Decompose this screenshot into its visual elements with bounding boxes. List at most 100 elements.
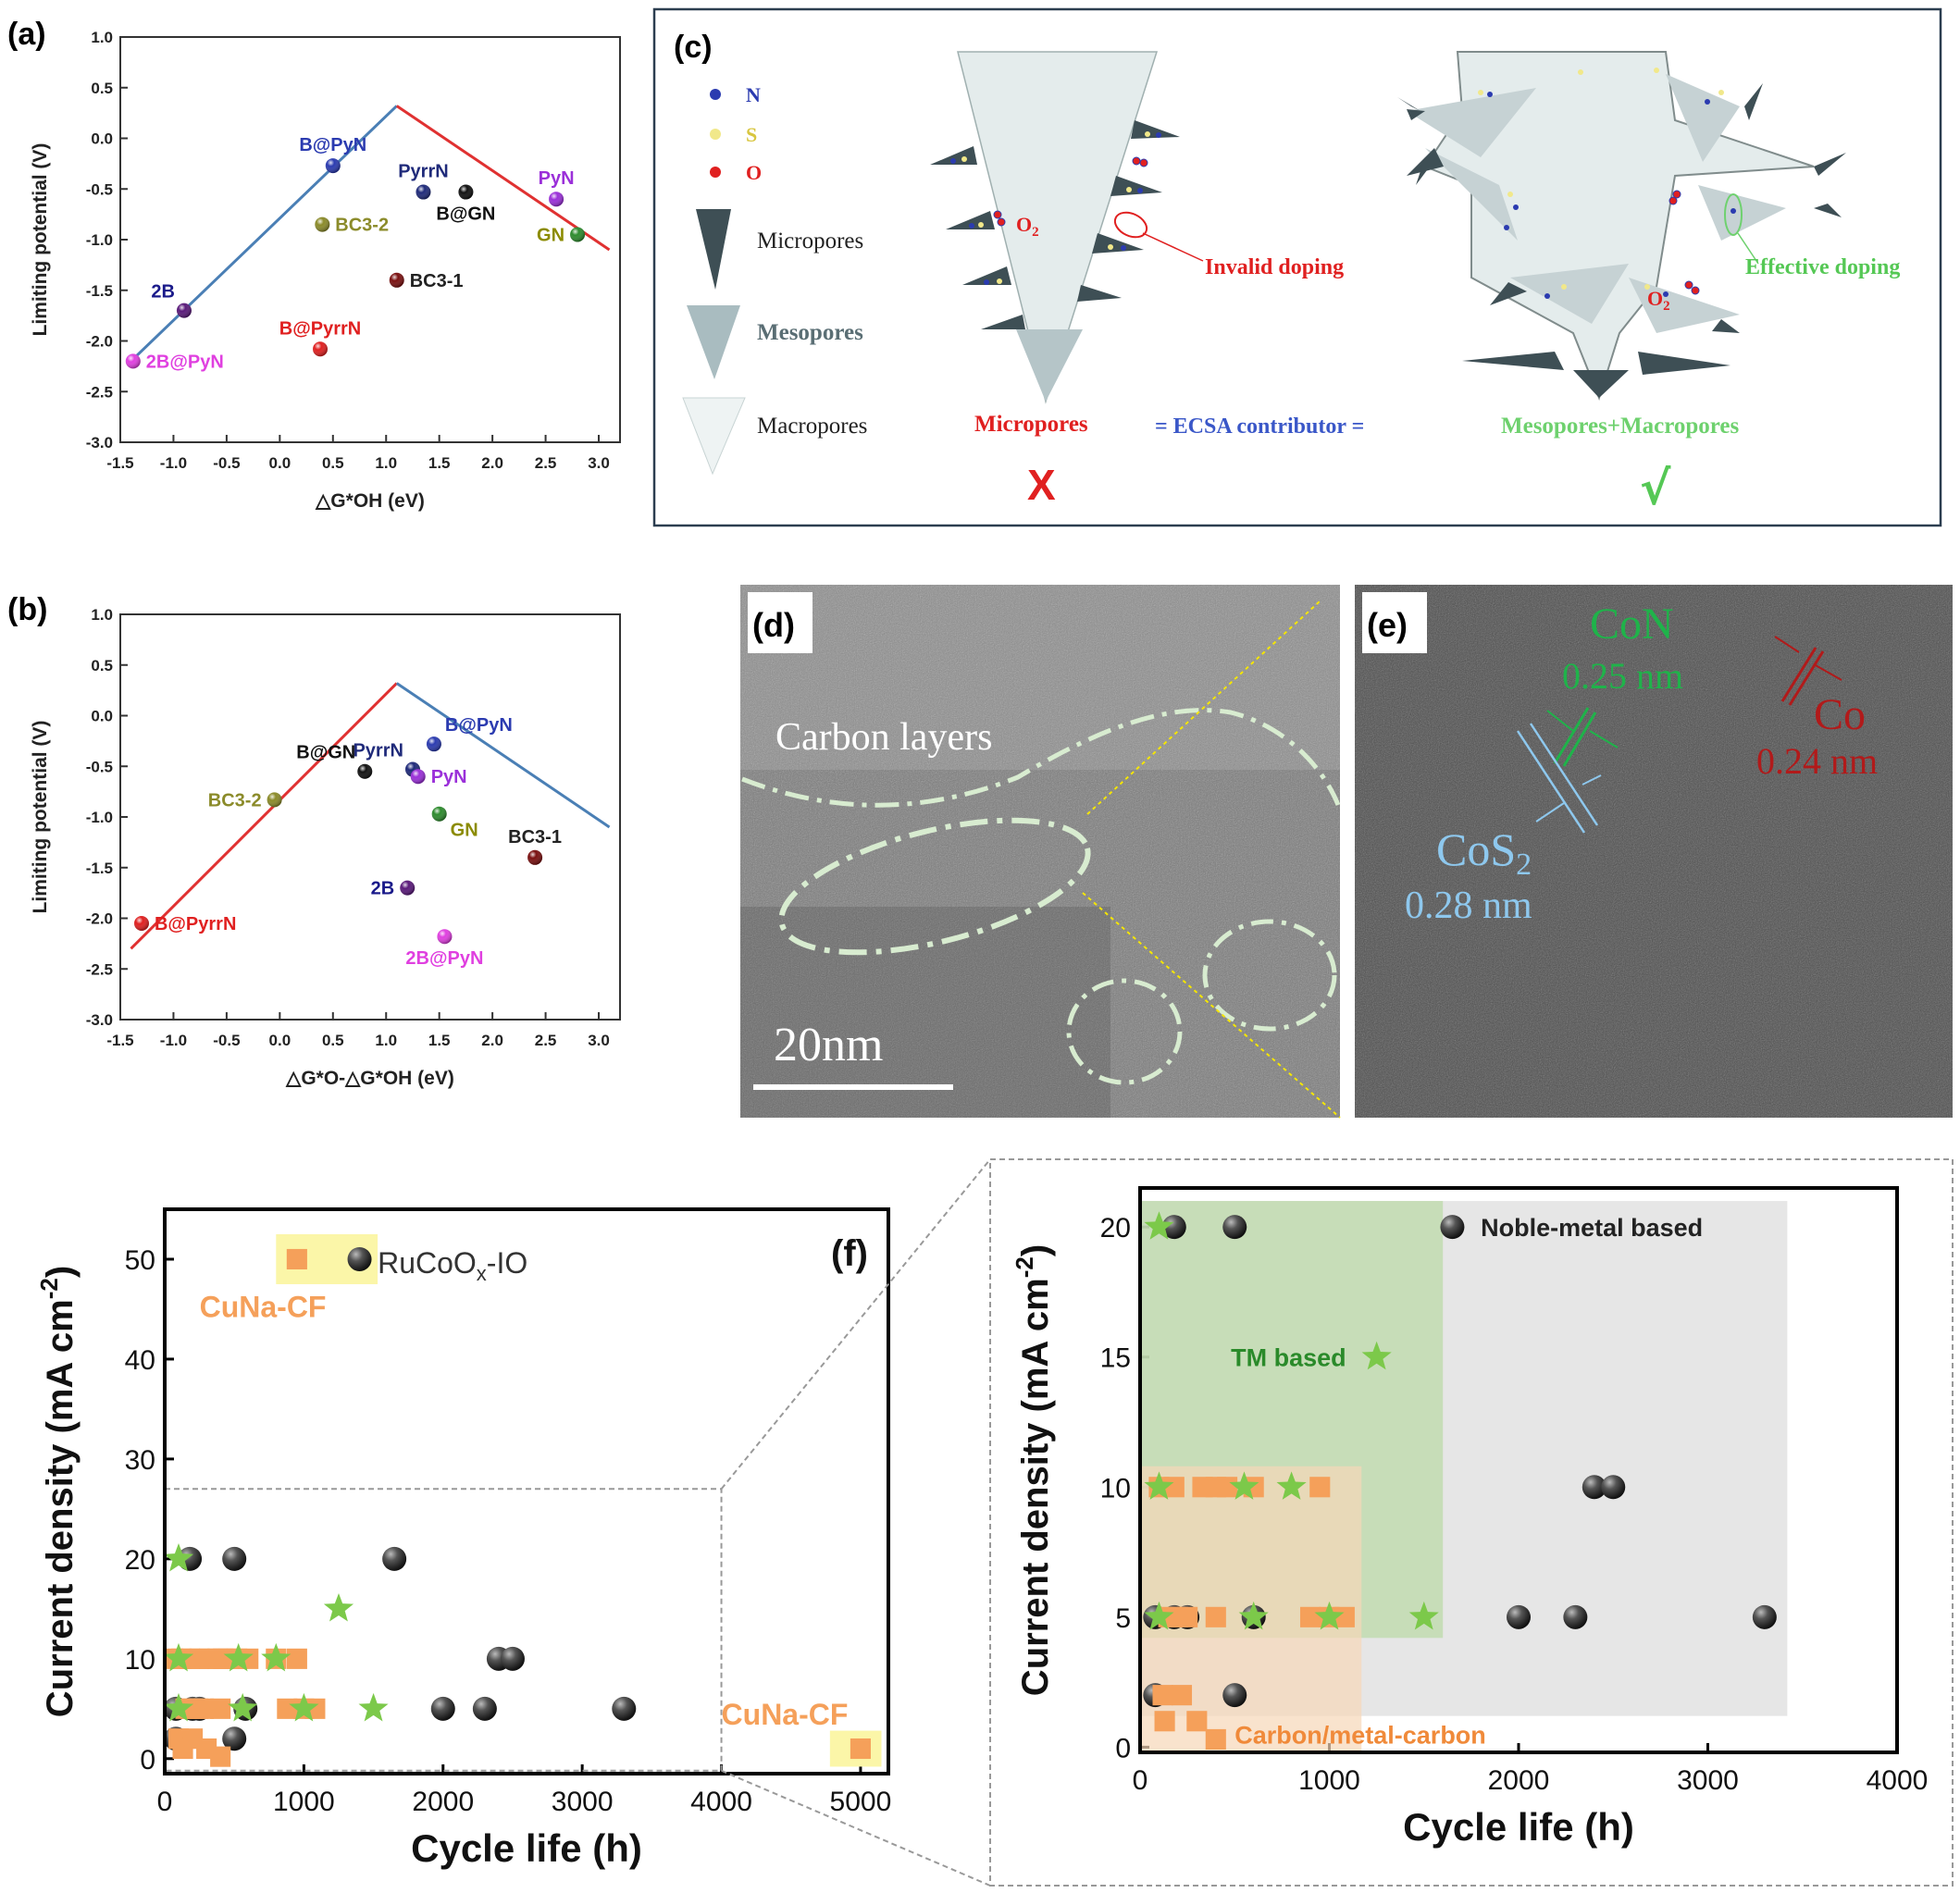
pore-circle bbox=[1066, 978, 1183, 1085]
con-fringe bbox=[1562, 711, 1597, 767]
macropore-body bbox=[957, 51, 1159, 404]
cos2-fringe bbox=[1516, 730, 1586, 834]
panel-d-label-box bbox=[748, 592, 813, 653]
micropore-spike bbox=[1110, 176, 1162, 196]
micropore-icon bbox=[696, 209, 731, 290]
pore-circle bbox=[1202, 919, 1337, 1032]
tm-point bbox=[1361, 1341, 1392, 1370]
micropore-spike bbox=[1573, 370, 1629, 398]
panel-c-border bbox=[652, 7, 1942, 527]
con-arrow bbox=[1589, 730, 1619, 749]
point-label: B@PyN bbox=[445, 715, 513, 736]
con-spacing: 0.25 nm bbox=[1562, 655, 1683, 697]
y-tick-label: 0.0 bbox=[91, 130, 113, 148]
o2-label-right: O2 bbox=[1647, 287, 1670, 314]
y-tick-label: 20 bbox=[125, 1545, 155, 1576]
x-axis-label: △G*OH (eV) bbox=[315, 490, 425, 512]
mesopore-branch bbox=[1666, 74, 1740, 162]
tm-point bbox=[1238, 1601, 1269, 1630]
y-tick-label: 0 bbox=[1115, 1733, 1131, 1763]
data-point-shade bbox=[313, 341, 328, 357]
panel-e-label-box bbox=[1362, 592, 1427, 653]
noble-metal-point bbox=[1222, 1683, 1247, 1708]
x-tick-label: 1.5 bbox=[428, 1032, 451, 1049]
micropore-spike bbox=[1712, 319, 1740, 333]
data-point-shade bbox=[133, 915, 149, 931]
x-tick-label: -0.5 bbox=[213, 1032, 240, 1049]
mesopore-branch bbox=[1510, 264, 1629, 324]
x-tick-label: 2000 bbox=[1488, 1765, 1550, 1796]
micropore-spike bbox=[1814, 153, 1846, 176]
data-point-shade bbox=[389, 272, 404, 288]
carbon-point bbox=[1217, 1477, 1238, 1498]
cos2-spacing: 0.28 nm bbox=[1405, 885, 1532, 927]
tm-based-label: TM based bbox=[1231, 1344, 1346, 1372]
con-fringe bbox=[1553, 707, 1590, 764]
tm-point bbox=[1229, 1471, 1259, 1500]
x-tick-label: 3.0 bbox=[588, 1032, 610, 1049]
carbon-point bbox=[277, 1698, 298, 1719]
y-tick-label: 1.0 bbox=[91, 606, 113, 624]
carbon-layer-ellipse bbox=[778, 817, 1091, 956]
point-label: B@GN bbox=[436, 204, 495, 225]
panel-e-hrtem-image: (e) CoN 0.25 nm Co 0.24 nm CoS2 0.28 nm bbox=[1355, 585, 1953, 1118]
noble-metal-point bbox=[1507, 1604, 1531, 1629]
chart-a: 1.0 0.5 0.0 -0.5 -1.0 -1.5 -2.0 -2.5 -3.0 -1.5 -1.… bbox=[30, 29, 621, 512]
noble-metal-point bbox=[1563, 1604, 1588, 1629]
carbon-point bbox=[210, 1698, 231, 1719]
x-tick-label: 2.5 bbox=[535, 454, 557, 472]
data-point-shade bbox=[570, 227, 586, 242]
x-tick-label: 4000 bbox=[690, 1787, 752, 1817]
data-point-shade bbox=[426, 736, 441, 752]
macropore-icon bbox=[682, 397, 746, 476]
data-point-shade bbox=[458, 184, 474, 200]
panel-a-label: (a) bbox=[7, 17, 46, 52]
x-tick-label: 5000 bbox=[830, 1787, 892, 1817]
y-tick-label: -1.5 bbox=[86, 282, 113, 300]
mesopore-branch bbox=[1425, 148, 1518, 241]
tm-point bbox=[1276, 1471, 1307, 1500]
y-tick-label: 40 bbox=[125, 1345, 155, 1376]
x-tick-label: -1.0 bbox=[160, 1032, 187, 1049]
cross-icon: X bbox=[1027, 461, 1056, 509]
tm-point bbox=[1144, 1471, 1174, 1500]
y-tick-label: 15 bbox=[1100, 1343, 1131, 1374]
x-tick-label: 1.0 bbox=[375, 1032, 397, 1049]
co-label: Co bbox=[1814, 690, 1866, 739]
y-tick-label: -2.5 bbox=[86, 960, 113, 978]
point-label: PyrrN bbox=[398, 162, 448, 182]
x-axis-label: Cycle life (h) bbox=[1403, 1805, 1634, 1849]
plot-frame bbox=[163, 1207, 890, 1775]
carbon-point bbox=[850, 1738, 871, 1760]
y-tick-label: 0.5 bbox=[91, 80, 113, 97]
data-point-shade bbox=[437, 929, 453, 945]
invalid-doping-highlight bbox=[1113, 211, 1148, 239]
carbon-point bbox=[286, 1248, 307, 1270]
x-tick-label: 0 bbox=[157, 1787, 173, 1817]
legend-o: O bbox=[746, 161, 762, 184]
tm-point bbox=[358, 1692, 389, 1722]
point-label: BC3-2 bbox=[208, 790, 262, 810]
noble-metal-point bbox=[1601, 1475, 1626, 1500]
zoom-region bbox=[164, 1488, 723, 1772]
carbon-layers-label: Carbon layers bbox=[775, 716, 992, 759]
x-axis-label: △G*O-△G*OH (eV) bbox=[285, 1068, 454, 1089]
micropore-spike bbox=[1077, 285, 1122, 302]
ecsa-contributor-label: = ECSA contributor = bbox=[1155, 414, 1364, 439]
volcano-line bbox=[130, 682, 398, 950]
carbon-point bbox=[1300, 1606, 1321, 1627]
tm-point bbox=[228, 1692, 258, 1722]
zoom-frame bbox=[989, 1158, 1954, 1887]
noble-metal-point bbox=[1752, 1604, 1777, 1629]
tm-point bbox=[289, 1692, 319, 1722]
con-arrow bbox=[1546, 710, 1574, 732]
zoom-connector bbox=[720, 1158, 991, 1490]
o2-label-left: O2 bbox=[1016, 213, 1039, 240]
point-label: BC3-1 bbox=[410, 271, 464, 291]
rucoox-label: RuCoOx-IO bbox=[378, 1246, 527, 1285]
noble-metal-point bbox=[1582, 1475, 1606, 1500]
panel-e-label: (e) bbox=[1367, 606, 1408, 644]
point-label: B@PyrrN bbox=[279, 318, 361, 339]
x-tick-label: 3.0 bbox=[588, 454, 610, 472]
point-label: 2B@PyN bbox=[405, 948, 483, 969]
